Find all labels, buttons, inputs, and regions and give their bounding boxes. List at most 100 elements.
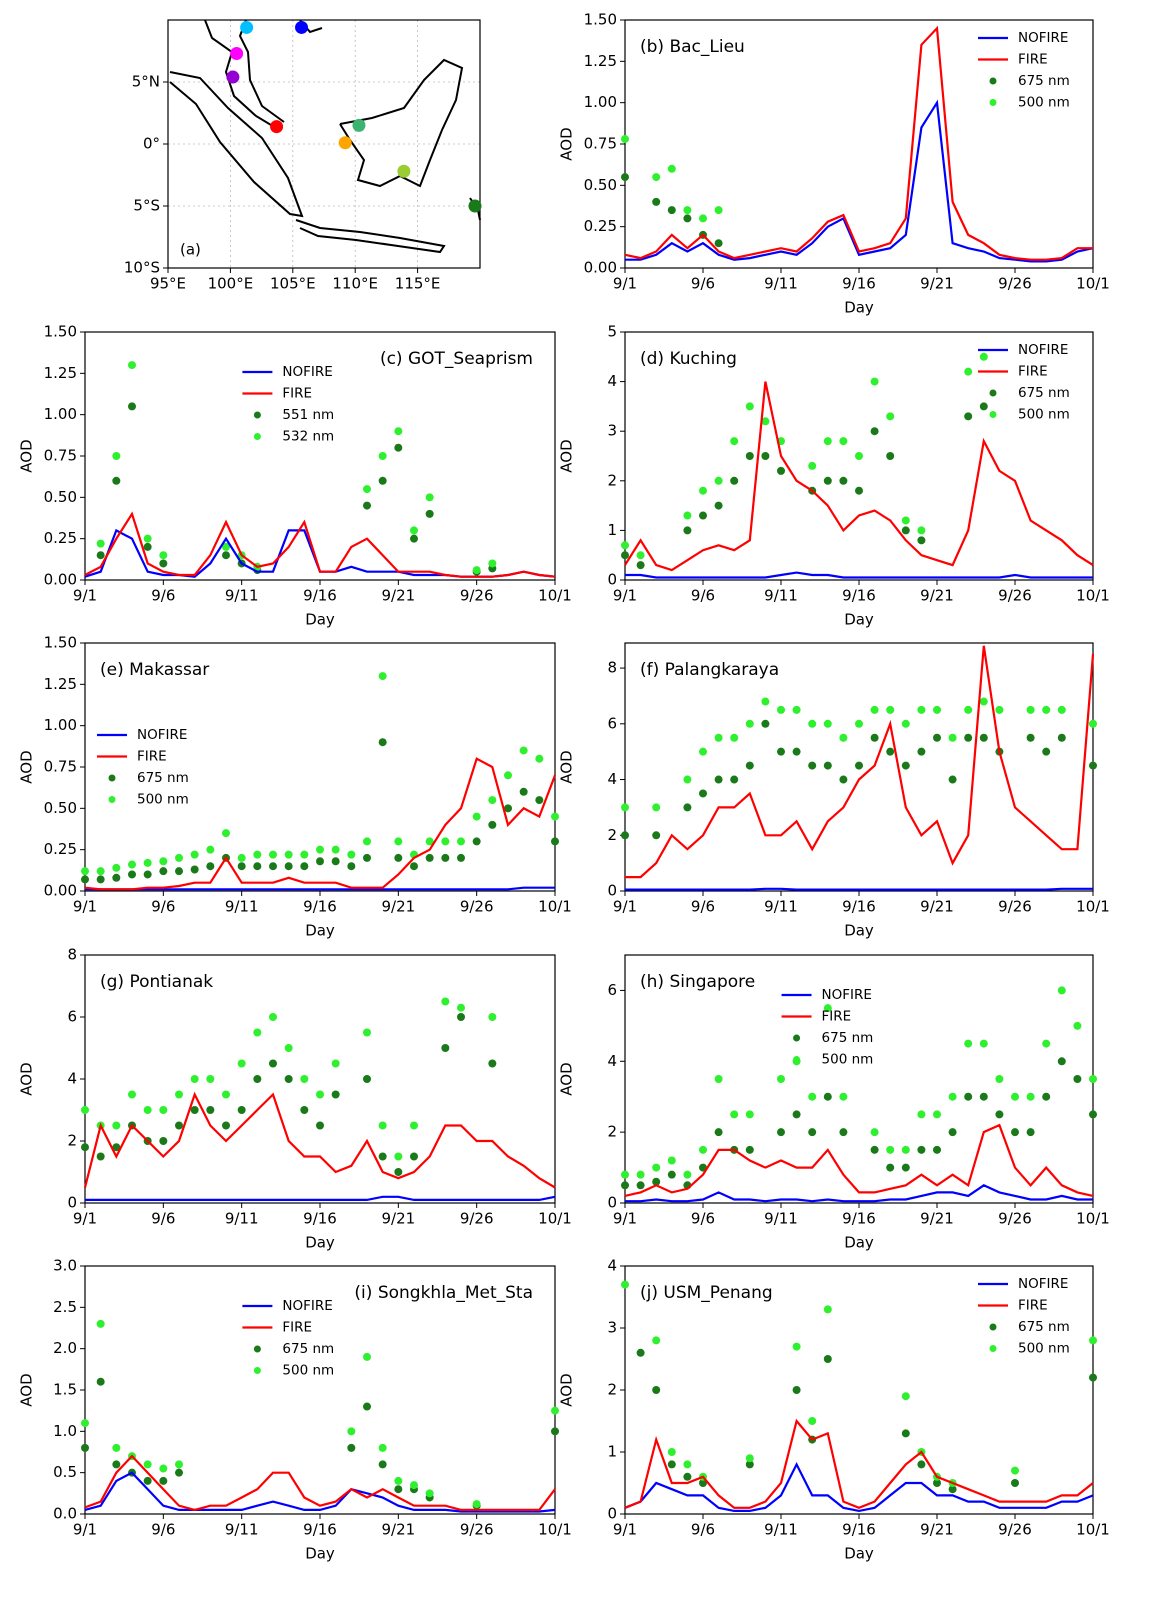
y-tick-label: 4 [607, 1257, 617, 1275]
site-marker [397, 164, 411, 178]
x-tick-label: 10/1 [1076, 275, 1110, 293]
x-tick-label: 9/6 [691, 1210, 715, 1228]
x-tick-label: 9/26 [998, 1521, 1032, 1539]
y-tick-label: 0 [607, 571, 617, 589]
data-point [128, 361, 136, 370]
y-tick-label: 0.25 [44, 529, 77, 547]
data-point [363, 501, 371, 510]
data-point [933, 705, 941, 714]
data-point [96, 539, 105, 548]
data-point [730, 775, 739, 784]
data-point [917, 526, 926, 535]
y-tick-label: 4 [607, 1052, 617, 1070]
data-point [886, 705, 895, 714]
y-tick-label: 1.25 [584, 52, 617, 70]
legend-marker [989, 1323, 997, 1331]
data-point [81, 1143, 89, 1152]
data-point [551, 837, 559, 846]
data-point [761, 417, 770, 426]
panel-label: (a) [180, 241, 201, 259]
series-line [84, 757, 557, 891]
legend-label: 500 nm [1018, 1341, 1070, 1357]
data-point [792, 747, 801, 756]
data-point [808, 761, 817, 770]
data-point [621, 173, 629, 182]
data-point [823, 1004, 832, 1013]
data-point [933, 1479, 941, 1487]
y-tick-label: 2 [67, 1132, 77, 1150]
y-axis-label: AOD [18, 750, 36, 783]
data-point [948, 1485, 957, 1494]
data-point [979, 352, 988, 361]
data-point [410, 534, 418, 543]
data-point [284, 850, 293, 859]
legend-marker [253, 411, 261, 419]
data-point [745, 1145, 754, 1154]
data-point [714, 775, 723, 784]
data-point [855, 719, 863, 728]
y-tick-label: 1.00 [44, 716, 77, 734]
data-point [441, 853, 450, 862]
data-point [112, 1443, 121, 1452]
data-point [621, 831, 629, 840]
data-point [745, 1110, 754, 1119]
x-tick-label: 9/1 [613, 275, 637, 293]
legend-marker [989, 1345, 997, 1352]
data-point [777, 1128, 785, 1137]
x-tick-label: 9/16 [842, 898, 876, 916]
coastline [238, 19, 285, 123]
data-point [667, 1460, 676, 1469]
legend-label: 500 nm [822, 1052, 874, 1068]
x-tick-label: 9/16 [842, 1521, 876, 1539]
y-tick-label: 5°S [133, 197, 160, 215]
data-point [253, 850, 262, 859]
data-point [792, 1110, 801, 1119]
data-point [269, 1059, 277, 1068]
data-point [488, 559, 497, 568]
data-point [745, 1460, 754, 1469]
data-point [96, 1152, 105, 1161]
data-point [394, 1476, 403, 1485]
data-point [933, 1145, 941, 1154]
data-point [441, 1044, 450, 1052]
data-point [81, 1419, 89, 1428]
data-point [730, 1110, 739, 1119]
x-axis-label: Day [844, 299, 874, 317]
legend-label: 675 nm [1018, 385, 1070, 401]
y-tick-label: 0.75 [584, 135, 617, 153]
data-point [621, 541, 629, 550]
x-tick-label: 105°E [270, 275, 316, 293]
x-tick-label: 9/26 [460, 587, 494, 605]
data-point [917, 705, 926, 714]
data-point [652, 831, 661, 840]
data-point [175, 867, 183, 876]
x-tick-label: 100°E [208, 275, 254, 293]
x-tick-label: 9/21 [381, 898, 415, 916]
data-point [808, 719, 817, 728]
coastlines [169, 19, 481, 254]
data-point [1042, 705, 1051, 714]
data-point [730, 733, 739, 742]
data-point [870, 1145, 879, 1154]
data-point [839, 1092, 848, 1101]
y-tick-label: 1.25 [44, 364, 77, 382]
data-point [378, 1152, 387, 1161]
data-point [1011, 1128, 1019, 1137]
x-tick-label: 9/21 [920, 898, 954, 916]
data-point [823, 1305, 832, 1314]
data-point [331, 845, 340, 854]
y-tick-label: 3 [607, 1319, 617, 1337]
panel-title: (g) Pontianak [100, 972, 213, 992]
data-point [995, 705, 1004, 714]
data-point [96, 1377, 105, 1386]
data-point [636, 1181, 645, 1190]
data-point [284, 1044, 293, 1052]
data-point [347, 850, 356, 859]
data-point [112, 873, 121, 882]
data-point [143, 858, 152, 867]
data-point [378, 1443, 387, 1452]
data-point [394, 853, 403, 862]
plot-frame [84, 642, 556, 892]
data-point [96, 867, 105, 876]
